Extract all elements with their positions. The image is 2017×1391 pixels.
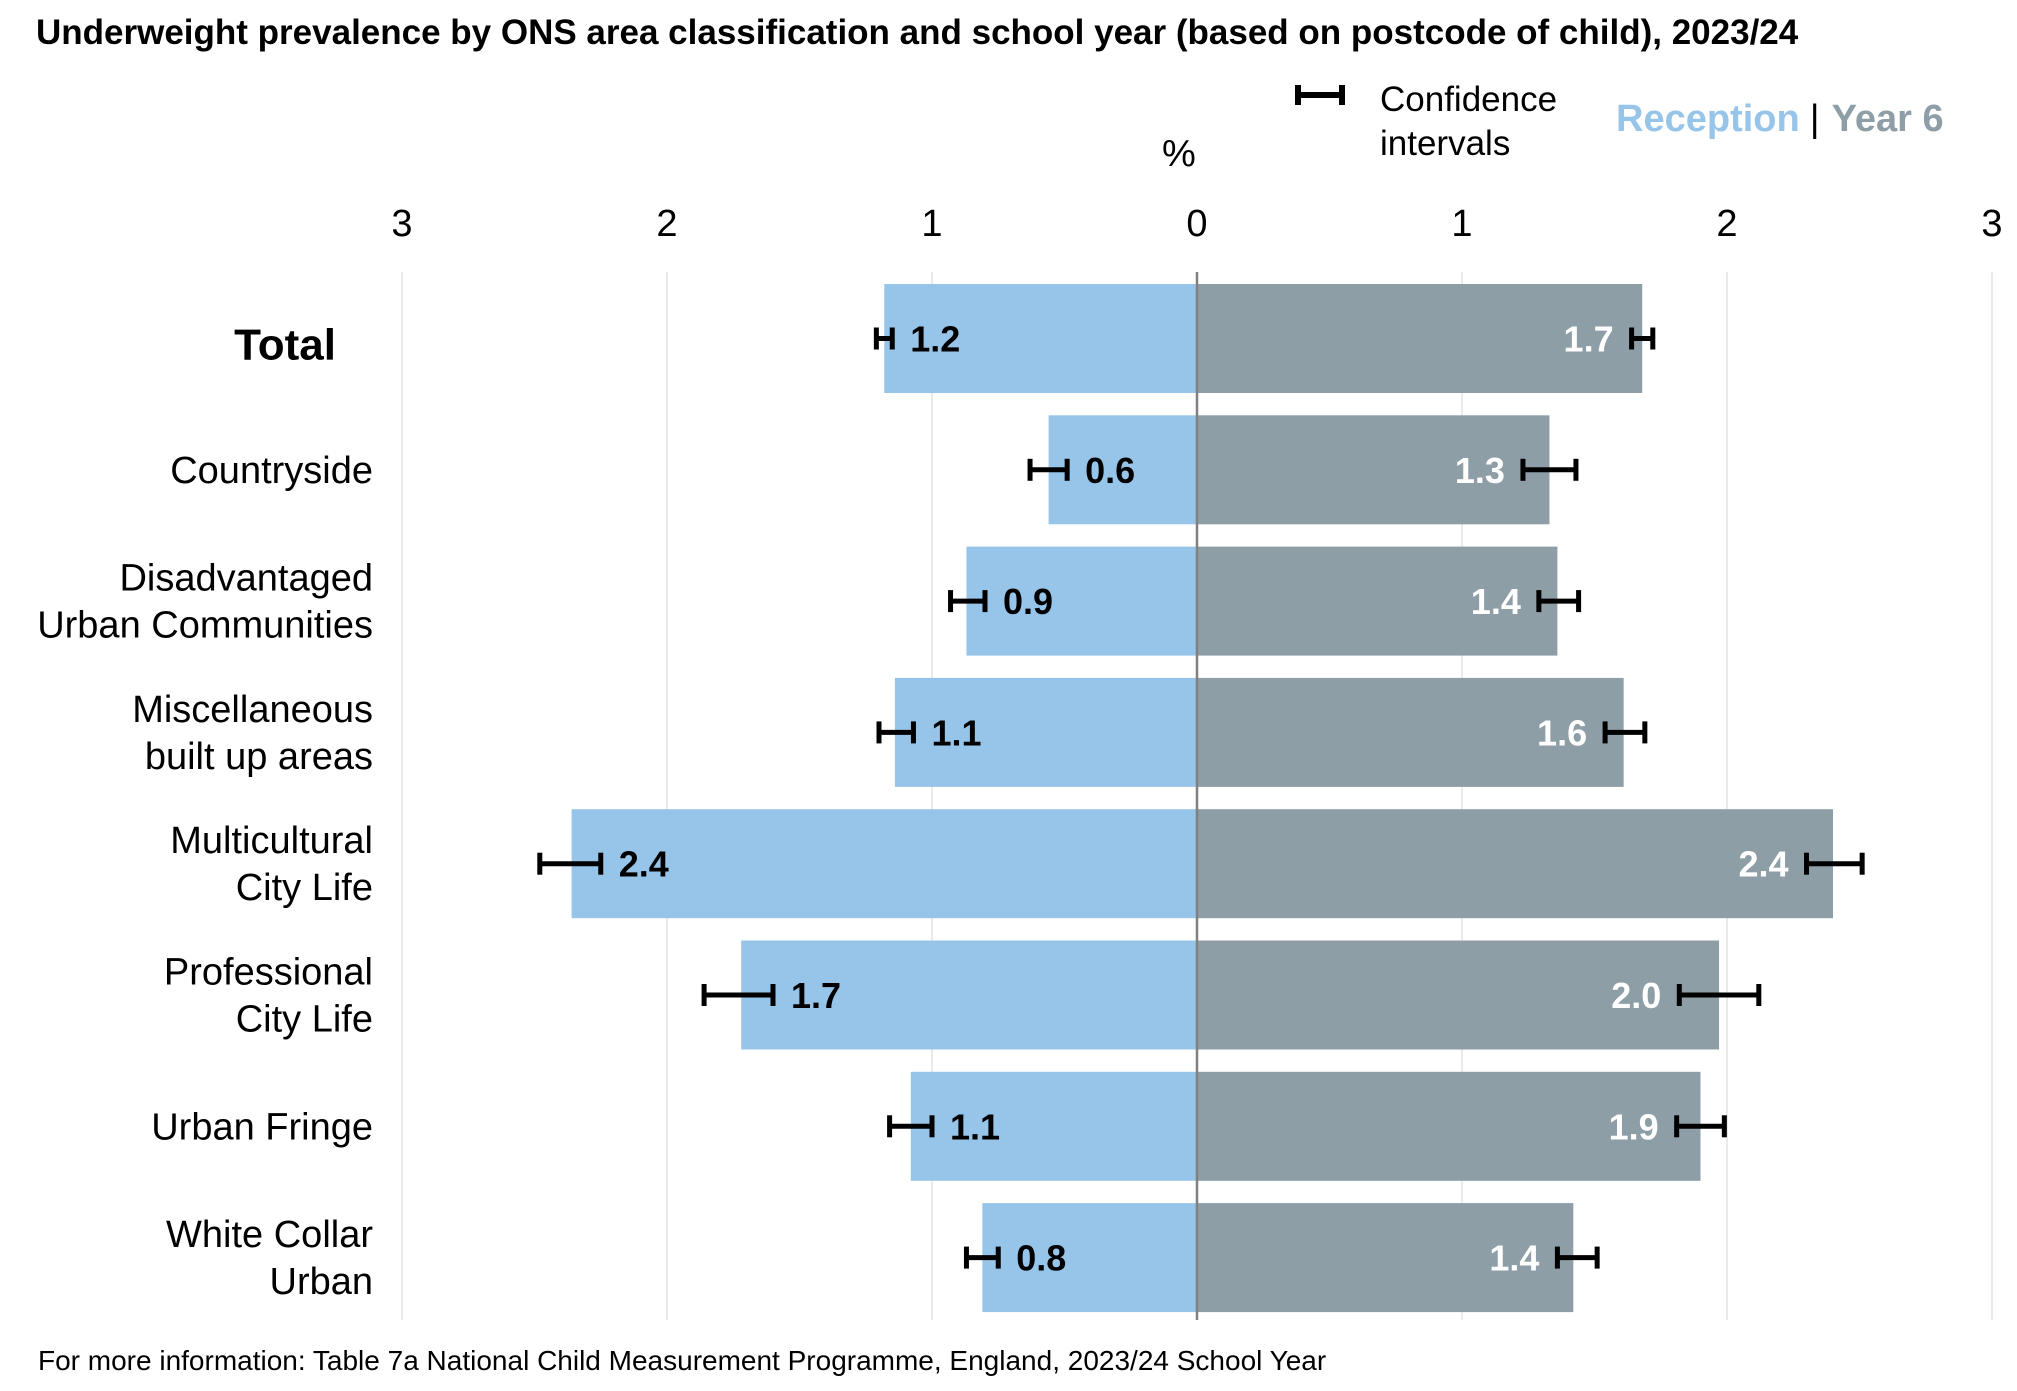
x-tick-label: 0 <box>1186 203 1207 245</box>
bar-year-6 <box>1197 284 1643 393</box>
bar-year-6 <box>1197 1203 1574 1313</box>
bar-year-6 <box>1197 1071 1701 1181</box>
bar-reception <box>1048 415 1197 525</box>
legend-year-6: Year 6 <box>1831 98 1944 140</box>
data-label-year-6: 1.9 <box>1609 1106 1659 1147</box>
bar-year-6 <box>1197 415 1550 525</box>
category-label: Multicultural <box>170 820 373 862</box>
x-tick-label: 1 <box>1451 203 1472 245</box>
category-label: Urban Fringe <box>151 1106 373 1148</box>
category-label: Urban Communities <box>37 605 373 647</box>
bar-year-6 <box>1197 677 1624 787</box>
data-label-year-6: 2.4 <box>1738 844 1788 885</box>
legend-separator: | <box>1809 98 1820 140</box>
data-label-year-6: 1.7 <box>1564 319 1614 360</box>
axis-unit-label: % <box>1162 133 1196 175</box>
bar-reception <box>741 940 1197 1050</box>
bar-year-6 <box>1197 809 1833 919</box>
bar-reception <box>884 284 1197 393</box>
data-label-reception: 0.8 <box>1016 1238 1066 1279</box>
bar-year-6 <box>1197 546 1558 656</box>
x-tick-label: 1 <box>921 203 942 245</box>
bar-reception <box>894 677 1197 787</box>
data-label-year-6: 1.4 <box>1471 581 1521 622</box>
data-label-year-6: 2.0 <box>1611 975 1661 1016</box>
x-tick-label: 3 <box>1981 203 2002 245</box>
bar-reception <box>910 1071 1197 1181</box>
data-label-reception: 1.7 <box>791 975 841 1016</box>
category-label: City Life <box>236 999 373 1041</box>
data-label-reception: 1.1 <box>950 1106 1000 1147</box>
chart-title: Underweight prevalence by ONS area class… <box>36 13 1799 52</box>
data-label-year-6: 1.3 <box>1455 450 1505 491</box>
category-label: Countryside <box>170 450 373 492</box>
legend-reception: Reception <box>1616 98 1800 140</box>
data-label-reception: 1.2 <box>910 319 960 360</box>
data-label-year-6: 1.6 <box>1537 712 1587 753</box>
category-label: Urban <box>270 1261 374 1303</box>
category-label: City Life <box>236 867 373 909</box>
x-tick-label: 2 <box>656 203 677 245</box>
bar-year-6 <box>1197 940 1720 1050</box>
data-label-reception: 0.9 <box>1003 581 1053 622</box>
category-label: Total <box>234 321 336 370</box>
data-label-year-6: 1.4 <box>1489 1238 1539 1279</box>
bar-reception <box>982 1203 1197 1313</box>
bar-reception <box>571 809 1197 919</box>
category-label: Disadvantaged <box>119 558 373 600</box>
footnote: For more information: Table 7a National … <box>38 1345 1327 1376</box>
data-label-reception: 2.4 <box>619 844 669 885</box>
bar-reception <box>966 546 1197 656</box>
x-tick-label: 3 <box>391 203 412 245</box>
data-label-reception: 0.6 <box>1085 450 1135 491</box>
category-label: Miscellaneous <box>132 689 373 731</box>
data-label-reception: 1.1 <box>931 712 981 753</box>
confidence-interval-legend-label: Confidence intervals <box>1380 80 1558 163</box>
category-label: Professional <box>164 952 373 994</box>
confidence-interval-legend-icon <box>1295 85 1345 105</box>
x-tick-label: 2 <box>1716 203 1737 245</box>
series-legend: Reception | Year 6 <box>1616 98 1944 141</box>
category-label: built up areas <box>145 736 373 778</box>
category-label: White Collar <box>166 1214 373 1256</box>
